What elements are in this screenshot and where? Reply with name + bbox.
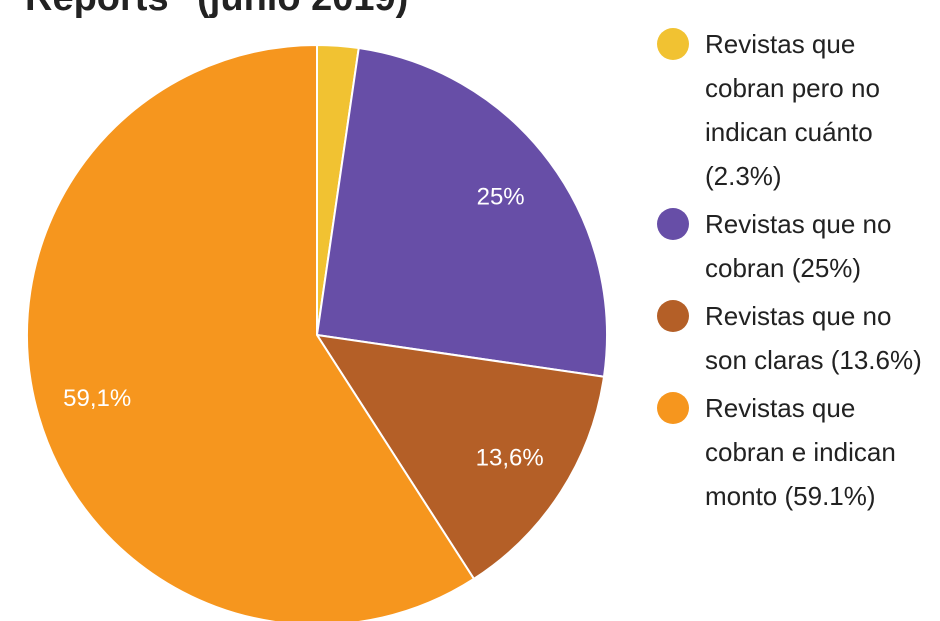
legend-swatch: [657, 300, 689, 332]
legend-item: Revistas que cobran pero no indican cuán…: [655, 22, 935, 198]
legend-label: Revistas que no cobran (25%): [705, 209, 892, 283]
legend-label: Revistas que cobran e indican monto (59.…: [705, 393, 896, 511]
legend-label: Revistas que no son claras (13.6%): [705, 301, 922, 375]
pie-slice: [314, 333, 606, 581]
legend-item: Revistas que cobran e indican monto (59.…: [655, 386, 935, 518]
data-label: 25%: [477, 183, 525, 210]
data-label: 59,1%: [63, 385, 131, 412]
legend-swatch: [657, 28, 689, 60]
legend-label: Revistas que cobran pero no indican cuán…: [705, 29, 880, 191]
legend-item: Revistas que no son claras (13.6%): [655, 294, 935, 382]
chart-title: Reports" (junio 2019): [25, 0, 408, 19]
legend-swatch: [657, 208, 689, 240]
legend-swatch: [657, 392, 689, 424]
pie-slice: [26, 43, 476, 621]
legend: Revistas que cobran pero no indican cuán…: [655, 22, 940, 522]
legend-item: Revistas que no cobran (25%): [655, 202, 935, 290]
pie-slice: [315, 46, 608, 378]
data-label: 13,6%: [476, 444, 544, 471]
